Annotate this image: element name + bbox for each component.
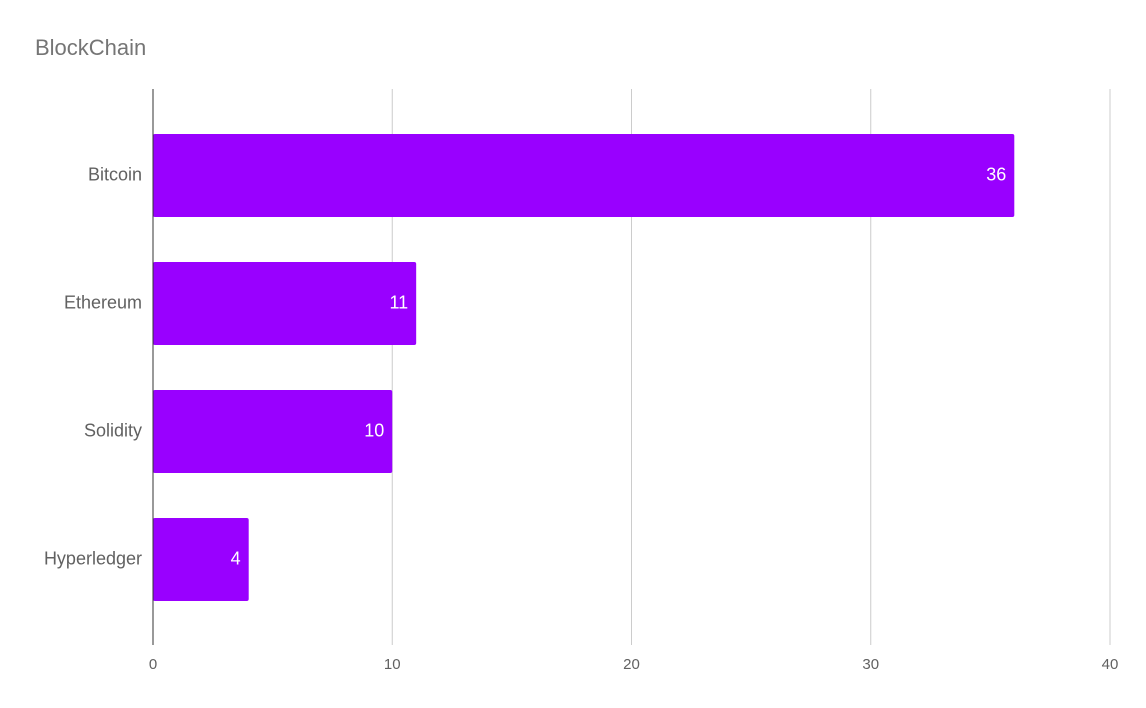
x-tick-label: 40 <box>1102 656 1119 673</box>
category-label: Bitcoin <box>88 164 142 184</box>
data-label: 36 <box>986 164 1006 184</box>
bar <box>153 134 1015 217</box>
category-label: Ethereum <box>64 292 142 312</box>
bar <box>153 390 393 473</box>
x-tick-label: 20 <box>623 656 640 673</box>
labels: 0 10 20 30 40 Bitcoin 36 Ethereum 11 Solidity 10 Hy… <box>44 164 1118 673</box>
bars <box>153 134 1015 601</box>
data-label: 11 <box>389 292 408 312</box>
bar <box>153 262 417 345</box>
category-label: Hyperledger <box>44 548 142 568</box>
x-tick-label: 0 <box>149 656 157 673</box>
x-tick-label: 10 <box>384 656 401 673</box>
bar <box>153 518 249 601</box>
category-label: Solidity <box>84 420 142 440</box>
x-tick-label: 30 <box>862 656 879 673</box>
chart-title: BlockChain <box>35 35 147 60</box>
data-label: 10 <box>364 420 384 440</box>
data-label: 4 <box>231 548 241 568</box>
